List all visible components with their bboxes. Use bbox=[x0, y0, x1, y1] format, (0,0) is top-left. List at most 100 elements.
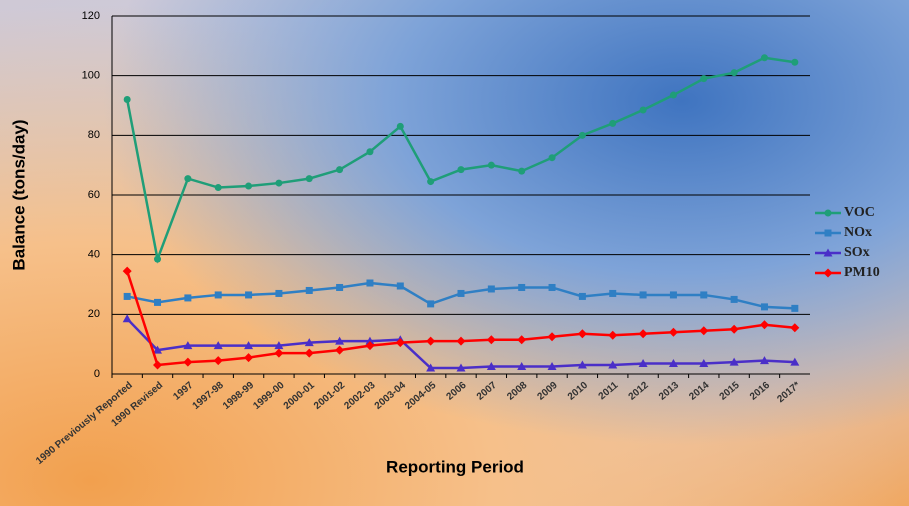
x-tick-label: 2016 bbox=[748, 380, 772, 403]
y-tick-label: 20 bbox=[88, 308, 100, 320]
data-point bbox=[518, 284, 525, 291]
data-point bbox=[578, 329, 587, 338]
x-tick-label: 2004-05 bbox=[403, 380, 439, 412]
data-point bbox=[275, 180, 282, 187]
data-point bbox=[366, 148, 373, 155]
data-point bbox=[427, 300, 434, 307]
data-point bbox=[306, 175, 313, 182]
data-point bbox=[184, 294, 191, 301]
x-axis-title: Reporting Period bbox=[386, 457, 524, 476]
y-tick-label: 120 bbox=[82, 10, 100, 22]
data-point bbox=[458, 290, 465, 297]
data-point bbox=[427, 178, 434, 185]
y-tick-label: 80 bbox=[88, 129, 100, 141]
data-point bbox=[124, 96, 131, 103]
data-point bbox=[579, 293, 586, 300]
x-tick-label: 1999-00 bbox=[251, 380, 287, 412]
data-point bbox=[124, 293, 131, 300]
x-tick-label: 2002-03 bbox=[342, 380, 378, 412]
x-tick-label: 2008 bbox=[505, 380, 529, 403]
data-point bbox=[700, 291, 707, 298]
data-point bbox=[518, 168, 525, 175]
data-point bbox=[488, 162, 495, 169]
data-point bbox=[244, 353, 253, 362]
x-tick-label: 2011 bbox=[597, 380, 621, 403]
data-point bbox=[153, 361, 162, 370]
data-point bbox=[488, 285, 495, 292]
chart: Balance (tons/day) Reporting Period 0204… bbox=[0, 0, 909, 506]
data-point bbox=[669, 328, 678, 337]
data-point bbox=[457, 337, 466, 346]
data-point bbox=[730, 325, 739, 334]
data-point bbox=[731, 69, 738, 76]
data-point bbox=[608, 331, 617, 340]
data-point bbox=[184, 175, 191, 182]
y-axis-title: Balance (tons/day) bbox=[9, 119, 28, 270]
data-point bbox=[426, 337, 435, 346]
data-point bbox=[549, 154, 556, 161]
data-point bbox=[824, 269, 833, 278]
data-point bbox=[825, 230, 832, 237]
data-point bbox=[791, 305, 798, 312]
x-tick-label: 2006 bbox=[445, 380, 469, 403]
data-point bbox=[397, 282, 404, 289]
data-point bbox=[548, 332, 557, 341]
y-tick-label: 60 bbox=[88, 189, 100, 201]
screenshot: Balance (tons/day) Reporting Period 0204… bbox=[0, 0, 909, 506]
data-point bbox=[275, 290, 282, 297]
data-point bbox=[335, 346, 344, 355]
data-point bbox=[245, 291, 252, 298]
data-point bbox=[791, 59, 798, 66]
data-point bbox=[154, 299, 161, 306]
data-point bbox=[458, 166, 465, 173]
legend-label: NOx bbox=[844, 225, 872, 240]
data-point bbox=[366, 280, 373, 287]
series-line bbox=[127, 271, 795, 365]
x-tick-label: 1997-98 bbox=[191, 380, 227, 412]
data-point bbox=[790, 323, 799, 332]
y-tick-label: 100 bbox=[82, 70, 100, 82]
data-point bbox=[183, 358, 192, 367]
x-tick-label: 2003-04 bbox=[373, 380, 409, 412]
data-point bbox=[517, 335, 526, 344]
data-point bbox=[214, 356, 223, 365]
data-point bbox=[640, 291, 647, 298]
data-point bbox=[215, 291, 222, 298]
data-point bbox=[274, 349, 283, 358]
x-tick-label: 2017* bbox=[775, 380, 802, 405]
data-point bbox=[579, 132, 586, 139]
data-point bbox=[336, 284, 343, 291]
data-point bbox=[336, 166, 343, 173]
data-point bbox=[825, 210, 832, 217]
data-point bbox=[609, 120, 616, 127]
x-tick-label: 2009 bbox=[536, 380, 560, 403]
legend-label: PM10 bbox=[844, 265, 880, 280]
x-tick-label: 2015 bbox=[718, 380, 742, 403]
x-tick-label: 2012 bbox=[627, 380, 651, 403]
data-point bbox=[699, 326, 708, 335]
data-point bbox=[549, 284, 556, 291]
x-tick-label: 2000-01 bbox=[282, 380, 318, 412]
data-point bbox=[760, 320, 769, 329]
x-tick-label: 2001-02 bbox=[312, 380, 348, 412]
y-tick-label: 40 bbox=[88, 249, 100, 261]
legend-label: SOx bbox=[844, 245, 870, 260]
data-point bbox=[305, 349, 314, 358]
x-tick-label: 1997 bbox=[171, 380, 195, 403]
data-point bbox=[670, 92, 677, 99]
x-tick-label: 2014 bbox=[687, 380, 711, 403]
data-point bbox=[761, 303, 768, 310]
data-point bbox=[700, 75, 707, 82]
data-point bbox=[761, 54, 768, 61]
legend-label: VOC bbox=[844, 205, 875, 220]
data-point bbox=[640, 106, 647, 113]
data-point bbox=[670, 291, 677, 298]
data-point bbox=[154, 256, 161, 263]
data-point bbox=[123, 314, 132, 322]
data-point bbox=[123, 267, 132, 276]
series-line bbox=[127, 58, 795, 259]
data-point bbox=[731, 296, 738, 303]
data-point bbox=[397, 123, 404, 130]
x-tick-label: 2010 bbox=[566, 380, 590, 403]
x-tick-label: 1998-99 bbox=[221, 380, 257, 412]
